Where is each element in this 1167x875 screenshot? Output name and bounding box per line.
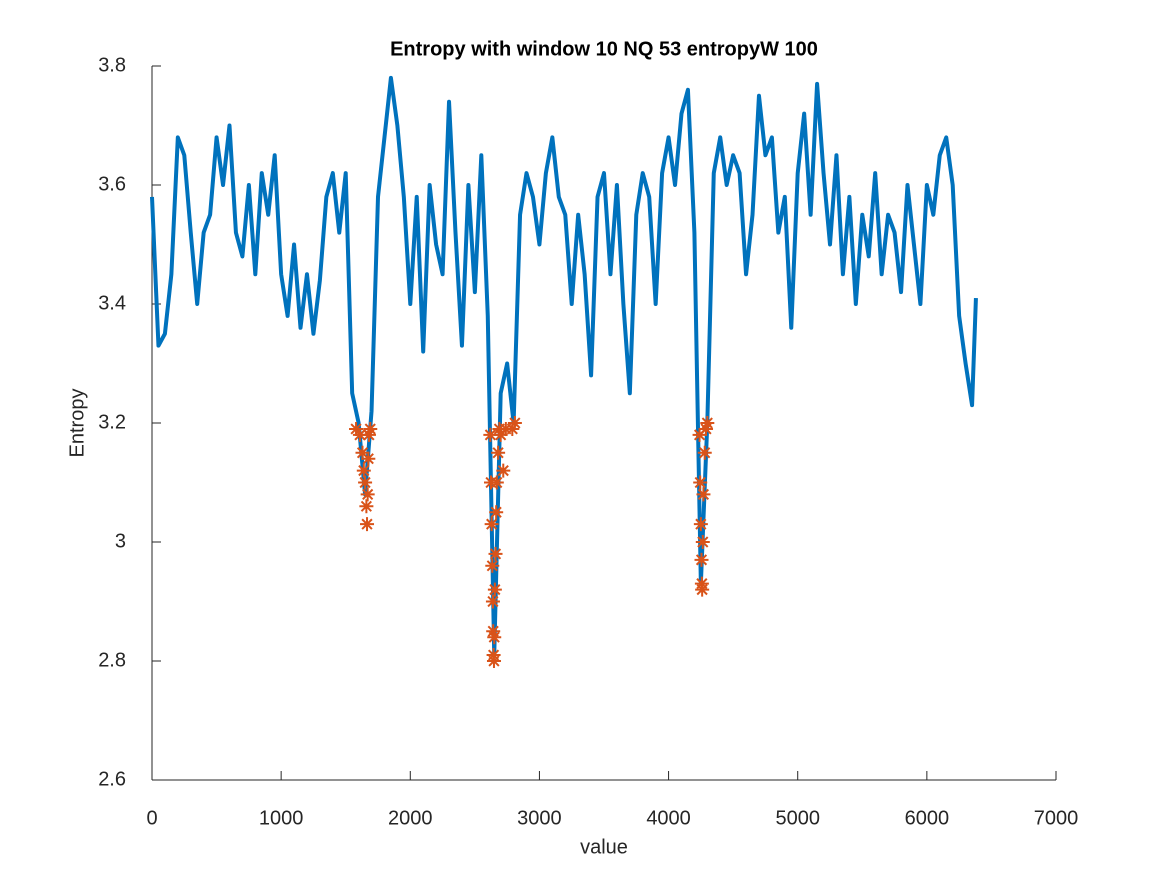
y-tick-label: 3.2 [98, 411, 126, 433]
x-tick-label: 6000 [905, 807, 950, 829]
data-point [507, 416, 522, 430]
data-point [505, 421, 520, 436]
data-point [699, 421, 714, 436]
y-tick-label: 3.4 [98, 292, 126, 314]
data-point [361, 451, 376, 466]
y-tick-label: 3.8 [98, 54, 126, 76]
data-point [484, 517, 499, 532]
data-point [483, 427, 498, 442]
x-tick-label: 3000 [517, 807, 562, 829]
y-tick-label: 2.6 [98, 768, 126, 790]
data-point [695, 582, 710, 597]
data-point [694, 552, 709, 567]
data-point [487, 582, 502, 597]
data-point [352, 427, 367, 442]
data-point [693, 475, 708, 490]
y-tick-label: 3 [115, 530, 126, 552]
data-point [700, 416, 715, 430]
data-point [485, 594, 500, 609]
data-point [355, 445, 370, 460]
x-tick-label: 5000 [775, 807, 820, 829]
data-point [485, 558, 500, 573]
data-point [696, 487, 711, 502]
y-axis-label: Entropy [66, 389, 88, 458]
data-point [491, 445, 506, 460]
data-point [489, 475, 504, 490]
data-line [150, 75, 978, 658]
data-point [697, 445, 712, 460]
data-point [486, 654, 501, 668]
data-point [356, 463, 371, 478]
data-point [488, 546, 503, 561]
data-point [363, 421, 378, 436]
data-point [358, 475, 373, 490]
data-point [361, 427, 376, 442]
data-point [360, 517, 375, 532]
x-axis-label: value [580, 836, 628, 858]
data-point [349, 421, 364, 436]
x-tick-label: 1000 [259, 807, 304, 829]
x-tick-label: 7000 [1034, 807, 1079, 829]
data-point [493, 427, 508, 442]
data-point [695, 535, 710, 549]
data-point [692, 427, 707, 442]
x-tick-label: 2000 [388, 807, 433, 829]
data-point [693, 517, 708, 532]
data-point [360, 487, 375, 502]
chart-title: Entropy with window 10 NQ 53 entropyW 10… [390, 38, 818, 60]
y-tick-label: 2.8 [98, 649, 126, 671]
x-tick-label: 0 [146, 807, 157, 829]
data-point [487, 630, 502, 645]
data-point [496, 463, 511, 478]
data-point [359, 499, 374, 514]
x-tick-label: 4000 [646, 807, 691, 829]
y-tick-label: 3.6 [98, 173, 126, 195]
data-point [486, 624, 501, 639]
data-point [489, 505, 504, 520]
